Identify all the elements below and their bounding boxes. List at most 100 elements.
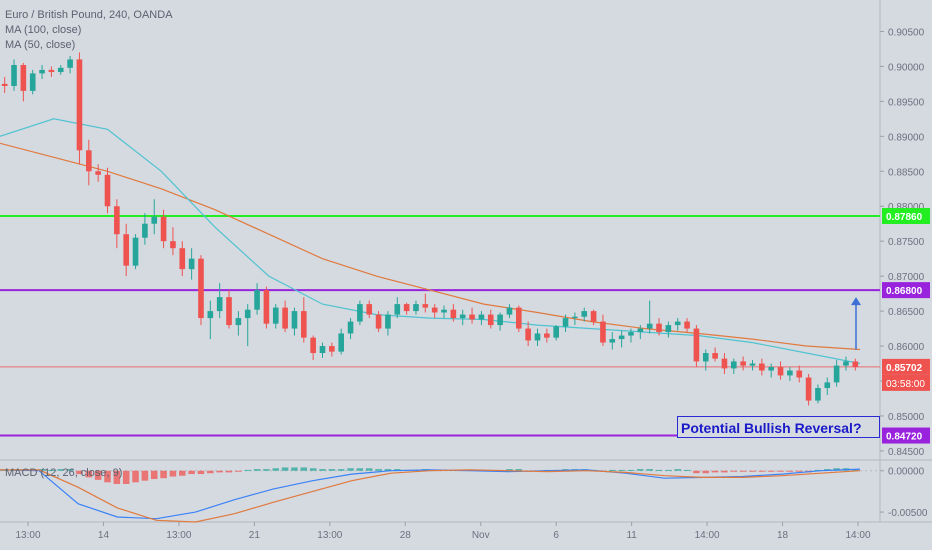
candle-body-65 <box>609 339 616 343</box>
candle-body-12 <box>114 206 120 235</box>
candle-body-27 <box>254 290 260 310</box>
candle-body-2 <box>20 65 27 91</box>
candle-body-21 <box>198 258 204 319</box>
candle-body-78 <box>731 361 737 369</box>
macd-bar-74 <box>693 470 700 474</box>
candle-body-44 <box>413 304 419 312</box>
macd-bar-23 <box>216 470 223 473</box>
candle-body-86 <box>805 377 812 401</box>
candle-body-71 <box>665 325 672 333</box>
candle-body-61 <box>572 316 578 319</box>
macd-legend: MACD (12, 26, close, 9) <box>5 467 123 479</box>
candle-body-90 <box>843 361 849 366</box>
candle-body-35 <box>329 346 335 352</box>
moving-averages <box>0 118 861 365</box>
macd-bar-79 <box>739 470 747 472</box>
time-tick-label-3: 21 <box>249 530 261 541</box>
candle-body-89 <box>833 365 840 383</box>
macd-bar-24 <box>225 470 233 473</box>
candle-body-6 <box>57 67 64 73</box>
macd-bar-32 <box>300 467 308 471</box>
ma50-legend: MA (50, close) <box>5 39 76 51</box>
time-tick-label-7: 6 <box>553 530 559 541</box>
price-tick-label-11: 0.85000 <box>888 412 925 423</box>
candle-body-53 <box>497 314 503 326</box>
candle-body-68 <box>637 328 644 333</box>
candle-body-40 <box>375 314 382 329</box>
macd-bar-35 <box>328 469 336 471</box>
macd-tick-label-1: -0.00500 <box>888 508 928 519</box>
macd-bar-33 <box>309 468 317 471</box>
ma50-line <box>0 118 861 365</box>
level-tag-label-0: 0.87860 <box>886 212 923 223</box>
macd-bar-7 <box>66 469 74 471</box>
price-tick-label-12: 0.84500 <box>888 447 925 458</box>
candle-body-25 <box>235 318 242 326</box>
candle-body-72 <box>674 321 681 326</box>
macd-bar-22 <box>207 470 214 474</box>
macd-bar-25 <box>235 470 242 472</box>
price-tick-label-6: 0.87500 <box>888 237 925 248</box>
time-tick-label-10: 18 <box>777 530 789 541</box>
candle-body-23 <box>216 297 223 312</box>
candle-body-74 <box>693 328 700 362</box>
candle-body-60 <box>562 318 569 327</box>
level-tag-1 <box>882 282 930 299</box>
candle-body-64 <box>600 321 606 343</box>
candle-body-7 <box>67 59 73 68</box>
macd-bar-11 <box>104 470 111 483</box>
macd-bar-55 <box>515 469 523 471</box>
macd-bar-36 <box>337 469 345 471</box>
macd-bar-31 <box>291 467 298 471</box>
candle-body-88 <box>824 382 831 388</box>
candle-body-16 <box>151 216 158 224</box>
macd-bar-18 <box>169 470 177 477</box>
macd-bar-72 <box>674 469 681 471</box>
macd-tick-label-0: 0.00000 <box>888 467 925 478</box>
candle-body-10 <box>95 171 101 175</box>
candle-body-1 <box>11 65 17 86</box>
macd-bar-9 <box>85 470 93 478</box>
time-tick-label-5: 28 <box>400 530 412 541</box>
candle-body-46 <box>431 307 438 313</box>
candle-body-66 <box>618 335 625 340</box>
price-axis: 0.90500 0.90000 0.89500 0.89000 0.88500 0.880… <box>880 27 928 519</box>
candle-body-17 <box>160 216 167 242</box>
macd-bar-73 <box>683 469 691 471</box>
time-tick-label-11: 14:00 <box>845 530 870 541</box>
annotation-box[interactable]: Potential Bullish Reversal? <box>677 416 880 438</box>
price-tick-label-9: 0.86000 <box>888 342 925 353</box>
candle-body-47 <box>441 309 447 313</box>
price-tick-label-8: 0.86500 <box>888 307 925 318</box>
candle-body-80 <box>749 363 756 366</box>
macd-bar-42 <box>394 469 401 471</box>
candle-body-26 <box>244 309 251 319</box>
candle-body-9 <box>86 150 92 172</box>
candle-body-87 <box>815 387 821 401</box>
signal-line <box>0 469 861 523</box>
candle-body-38 <box>357 304 363 322</box>
candle-body-29 <box>272 307 279 324</box>
time-tick-label-0: 13:00 <box>15 530 40 541</box>
macd-pane <box>0 467 880 523</box>
macd-bar-19 <box>179 470 186 476</box>
macd-bar-82 <box>767 470 775 472</box>
candle-body-91 <box>852 361 859 368</box>
candle-body-52 <box>487 314 494 326</box>
macd-bar-30 <box>281 467 289 471</box>
candle-body-81 <box>759 363 765 371</box>
candle-body-36 <box>338 333 344 352</box>
macd-bar-40 <box>375 469 382 471</box>
candle-body-63 <box>590 311 597 322</box>
macd-bar-69 <box>646 469 653 471</box>
macd-bar-28 <box>263 469 270 471</box>
macd-bar-83 <box>777 470 784 472</box>
macd-bar-65 <box>609 469 616 471</box>
macd-bar-81 <box>758 470 766 472</box>
macd-bar-66 <box>618 469 625 471</box>
candle-body-58 <box>544 333 550 338</box>
candle-body-54 <box>506 307 513 315</box>
candle-body-83 <box>777 367 784 376</box>
